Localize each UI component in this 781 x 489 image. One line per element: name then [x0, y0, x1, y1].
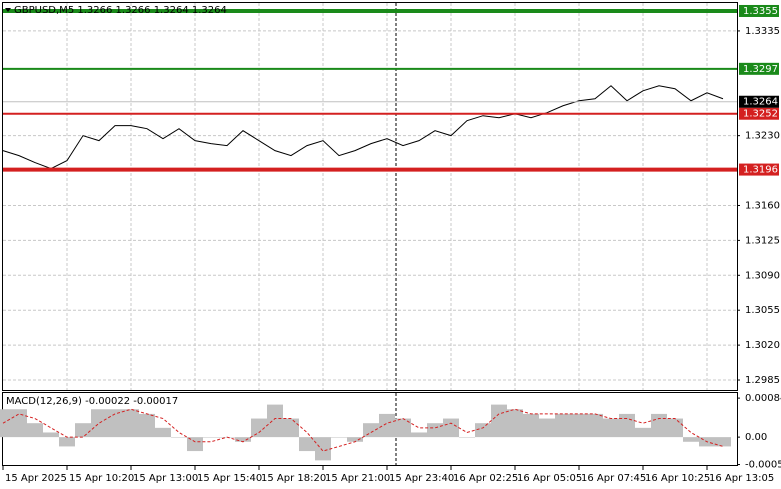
y-tick-label: 0.00084: [745, 393, 781, 404]
y-tick-label: 1.3230: [745, 131, 780, 142]
macd-bar: [363, 423, 379, 438]
x-tick-label: 15 Apr 2025: [5, 473, 67, 484]
level-label-box: [739, 107, 779, 120]
macd-bar: [59, 437, 75, 447]
macd-bar: [555, 413, 571, 438]
macd-bar: [667, 418, 683, 438]
level-label-box: [739, 4, 779, 17]
macd-bar: [507, 409, 523, 438]
macd-bar: [523, 413, 539, 438]
level-label: 1.3355: [743, 6, 778, 17]
y-tick-label: -0.00059: [745, 460, 781, 471]
macd-bar: [587, 413, 603, 438]
macd-bar: [123, 409, 139, 438]
y-tick-label: 1.3160: [745, 200, 780, 211]
level-label-box: [739, 163, 779, 176]
level-label-box: [739, 62, 779, 75]
x-tick-label: 16 Apr 02:25: [453, 473, 518, 484]
y-tick-label: 1.3055: [745, 305, 780, 316]
macd-bar: [395, 418, 411, 438]
macd-title: MACD(12,26,9) -0.00022 -0.00017: [6, 396, 178, 407]
macd-bar: [491, 404, 507, 438]
macd-bar: [235, 437, 251, 442]
x-tick-label: 15 Apr 10:20: [69, 473, 134, 484]
chart-title: GBPUSD,M5 1.3266 1.3266 1.3264 1.3264: [14, 5, 227, 16]
macd-bar: [203, 437, 219, 438]
macd-bar: [107, 409, 123, 438]
macd-bar: [267, 404, 283, 438]
macd-bar: [427, 423, 443, 438]
price-panel-frame: [2, 2, 738, 391]
macd-bar: [715, 437, 731, 447]
x-tick-label: 16 Apr 05:05: [517, 473, 582, 484]
macd-bar: [11, 409, 27, 438]
x-tick-label: 16 Apr 07:45: [581, 473, 646, 484]
macd-bar: [315, 437, 331, 461]
macd-bar: [539, 418, 555, 438]
macd-bar: [0, 409, 11, 438]
x-tick-label: 16 Apr 10:25: [645, 473, 710, 484]
macd-bar: [43, 432, 59, 438]
macd-bar: [347, 437, 363, 442]
x-tick-label: 15 Apr 21:00: [325, 473, 390, 484]
macd-bar: [251, 418, 267, 438]
macd-bar: [139, 413, 155, 438]
last-price-label: 1.3264: [743, 97, 778, 108]
macd-bar: [443, 418, 459, 438]
macd-bar: [411, 432, 427, 438]
macd-bar: [75, 423, 91, 438]
price-line: [2, 85, 724, 170]
macd-bar: [379, 413, 395, 438]
level-label: 1.3252: [743, 109, 778, 120]
macd-bar: [187, 437, 203, 452]
level-label: 1.3196: [743, 165, 778, 176]
y-tick-label: 1.3335: [745, 26, 780, 37]
macd-bar: [603, 418, 619, 438]
macd-bar: [155, 427, 171, 438]
macd-bar: [299, 437, 315, 452]
y-tick-label: 1.3125: [745, 235, 780, 246]
title-arrow: [5, 8, 11, 12]
macd-bar: [571, 413, 587, 438]
x-tick-label: 15 Apr 23:40: [389, 473, 454, 484]
macd-bar: [283, 418, 299, 438]
macd-bar: [475, 423, 491, 438]
macd-bar: [27, 423, 43, 438]
macd-bar: [635, 427, 651, 438]
macd-bar: [619, 413, 635, 438]
level-label: 1.3297: [743, 64, 778, 75]
y-tick-label: 1.3020: [745, 340, 780, 351]
y-tick-label: 1.2985: [745, 375, 780, 386]
macd-bar: [459, 437, 475, 438]
y-tick-label: 0.00: [745, 432, 767, 443]
x-tick-label: 15 Apr 13:00: [133, 473, 198, 484]
x-tick-label: 16 Apr 13:05: [709, 473, 774, 484]
macd-bar: [91, 409, 107, 438]
signal-line: [2, 408, 724, 452]
x-tick-label: 15 Apr 15:40: [197, 473, 262, 484]
macd-bar: [331, 437, 347, 438]
last-price-box: [739, 95, 779, 108]
macd-bar: [171, 437, 187, 438]
macd-bar: [651, 413, 667, 438]
macd-bar: [683, 437, 699, 442]
y-tick-label: 1.3090: [745, 270, 780, 281]
x-tick-label: 15 Apr 18:20: [261, 473, 326, 484]
